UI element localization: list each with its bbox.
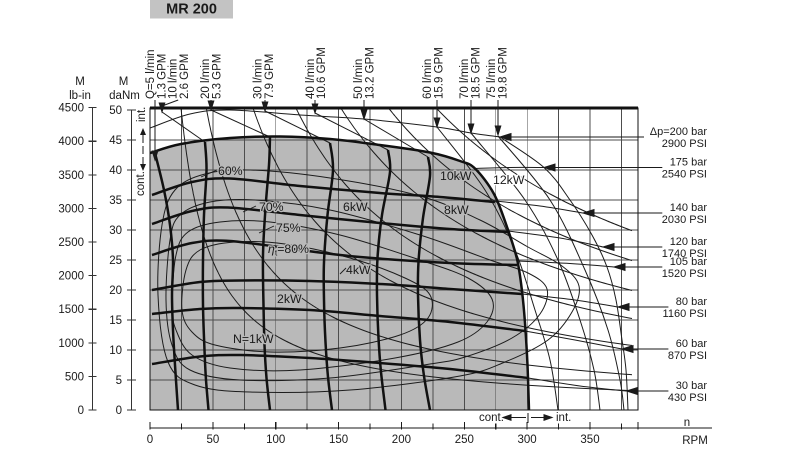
svg-text:3500: 3500	[58, 170, 84, 182]
svg-text:150: 150	[329, 434, 348, 446]
svg-text:2.6 GPM: 2.6 GPM	[179, 54, 191, 99]
svg-text:0: 0	[116, 405, 122, 417]
svg-text:10 l/min: 10 l/min	[168, 59, 180, 99]
svg-text:MR 200: MR 200	[166, 2, 217, 18]
svg-text:RPM: RPM	[682, 435, 708, 447]
svg-text:1520 PSI: 1520 PSI	[662, 268, 707, 280]
svg-text:cont.: cont.	[135, 171, 147, 196]
svg-text:10.6 GPM: 10.6 GPM	[316, 47, 328, 99]
svg-text:25: 25	[109, 255, 122, 267]
svg-text:75%: 75%	[276, 221, 301, 235]
svg-text:13.2 GPM: 13.2 GPM	[365, 47, 377, 99]
svg-text:2900 PSI: 2900 PSI	[662, 138, 707, 150]
svg-text:1740 PSI: 1740 PSI	[662, 248, 707, 260]
svg-text:ηt=80%: ηt=80%	[268, 242, 309, 258]
svg-text:40 l/min: 40 l/min	[305, 59, 317, 99]
svg-text:0: 0	[147, 434, 153, 446]
svg-text:50: 50	[207, 434, 220, 446]
svg-text:n: n	[684, 417, 690, 429]
svg-text:40: 40	[109, 165, 122, 177]
svg-text:18.5 GPM: 18.5 GPM	[471, 47, 483, 99]
svg-text:1500: 1500	[58, 304, 84, 316]
svg-text:30: 30	[109, 225, 122, 237]
svg-text:10kW: 10kW	[440, 169, 472, 183]
svg-text:250: 250	[455, 434, 474, 446]
svg-text:4kW: 4kW	[346, 263, 371, 277]
svg-text:45: 45	[109, 135, 122, 147]
svg-text:daNm: daNm	[109, 90, 140, 102]
svg-text:5.3 GPM: 5.3 GPM	[212, 54, 224, 99]
svg-text:105 bar: 105 bar	[670, 256, 708, 268]
svg-text:1000: 1000	[58, 338, 84, 350]
svg-text:50 l/min: 50 l/min	[353, 59, 365, 99]
svg-text:2030 PSI: 2030 PSI	[662, 214, 707, 226]
svg-text:2kW: 2kW	[277, 292, 302, 306]
svg-text:2000: 2000	[58, 271, 84, 283]
svg-text:N=1kW: N=1kW	[233, 332, 274, 346]
svg-text:lb-in: lb-in	[69, 90, 91, 102]
svg-text:5: 5	[116, 375, 122, 387]
svg-text:M: M	[75, 76, 85, 88]
svg-text:20 l/min: 20 l/min	[200, 59, 212, 99]
svg-text:80 bar: 80 bar	[676, 296, 708, 308]
svg-text:70%: 70%	[259, 200, 284, 214]
svg-text:4000: 4000	[58, 136, 84, 148]
svg-text:7.9 GPM: 7.9 GPM	[264, 54, 276, 99]
svg-text:Δp=200 bar: Δp=200 bar	[650, 126, 708, 138]
svg-text:3000: 3000	[58, 203, 84, 215]
svg-text:430 PSI: 430 PSI	[668, 392, 707, 404]
svg-text:30 l/min: 30 l/min	[253, 59, 265, 99]
svg-text:int.: int.	[136, 107, 148, 122]
svg-text:10: 10	[109, 345, 122, 357]
svg-text:19.8 GPM: 19.8 GPM	[498, 47, 510, 99]
svg-text:70 l/min: 70 l/min	[459, 59, 471, 99]
svg-text:500: 500	[65, 371, 84, 383]
svg-text:cont.: cont.	[479, 412, 504, 424]
svg-text:140 bar: 140 bar	[670, 202, 708, 214]
svg-text:60 bar: 60 bar	[676, 338, 708, 350]
svg-text:int.: int.	[556, 412, 571, 424]
svg-text:12kW: 12kW	[493, 173, 525, 187]
svg-text:20: 20	[109, 285, 122, 297]
svg-text:2500: 2500	[58, 237, 84, 249]
svg-text:870 PSI: 870 PSI	[668, 350, 707, 362]
svg-text:350: 350	[580, 434, 599, 446]
svg-text:120 bar: 120 bar	[670, 236, 708, 248]
svg-text:50: 50	[109, 105, 122, 117]
svg-text:30 bar: 30 bar	[676, 380, 708, 392]
svg-text:8kW: 8kW	[444, 203, 469, 217]
svg-text:1160 PSI: 1160 PSI	[663, 308, 707, 320]
svg-text:M: M	[119, 76, 129, 88]
svg-text:300: 300	[518, 434, 537, 446]
svg-text:2540 PSI: 2540 PSI	[662, 169, 707, 181]
svg-text:4500: 4500	[58, 103, 84, 115]
svg-text:175 bar: 175 bar	[670, 157, 708, 169]
svg-text:35: 35	[109, 195, 122, 207]
svg-text:60%: 60%	[218, 164, 243, 178]
svg-text:6kW: 6kW	[343, 200, 368, 214]
svg-text:1.3 GPM: 1.3 GPM	[157, 54, 169, 99]
svg-text:15.9 GPM: 15.9 GPM	[434, 47, 446, 99]
svg-text:0: 0	[78, 405, 84, 417]
svg-text:15: 15	[109, 315, 122, 327]
svg-text:100: 100	[266, 434, 285, 446]
svg-text:Q=5 l/min: Q=5 l/min	[145, 49, 157, 99]
svg-text:200: 200	[392, 434, 411, 446]
svg-text:75 l/min: 75 l/min	[486, 59, 498, 99]
svg-text:60 l/min: 60 l/min	[422, 59, 434, 99]
